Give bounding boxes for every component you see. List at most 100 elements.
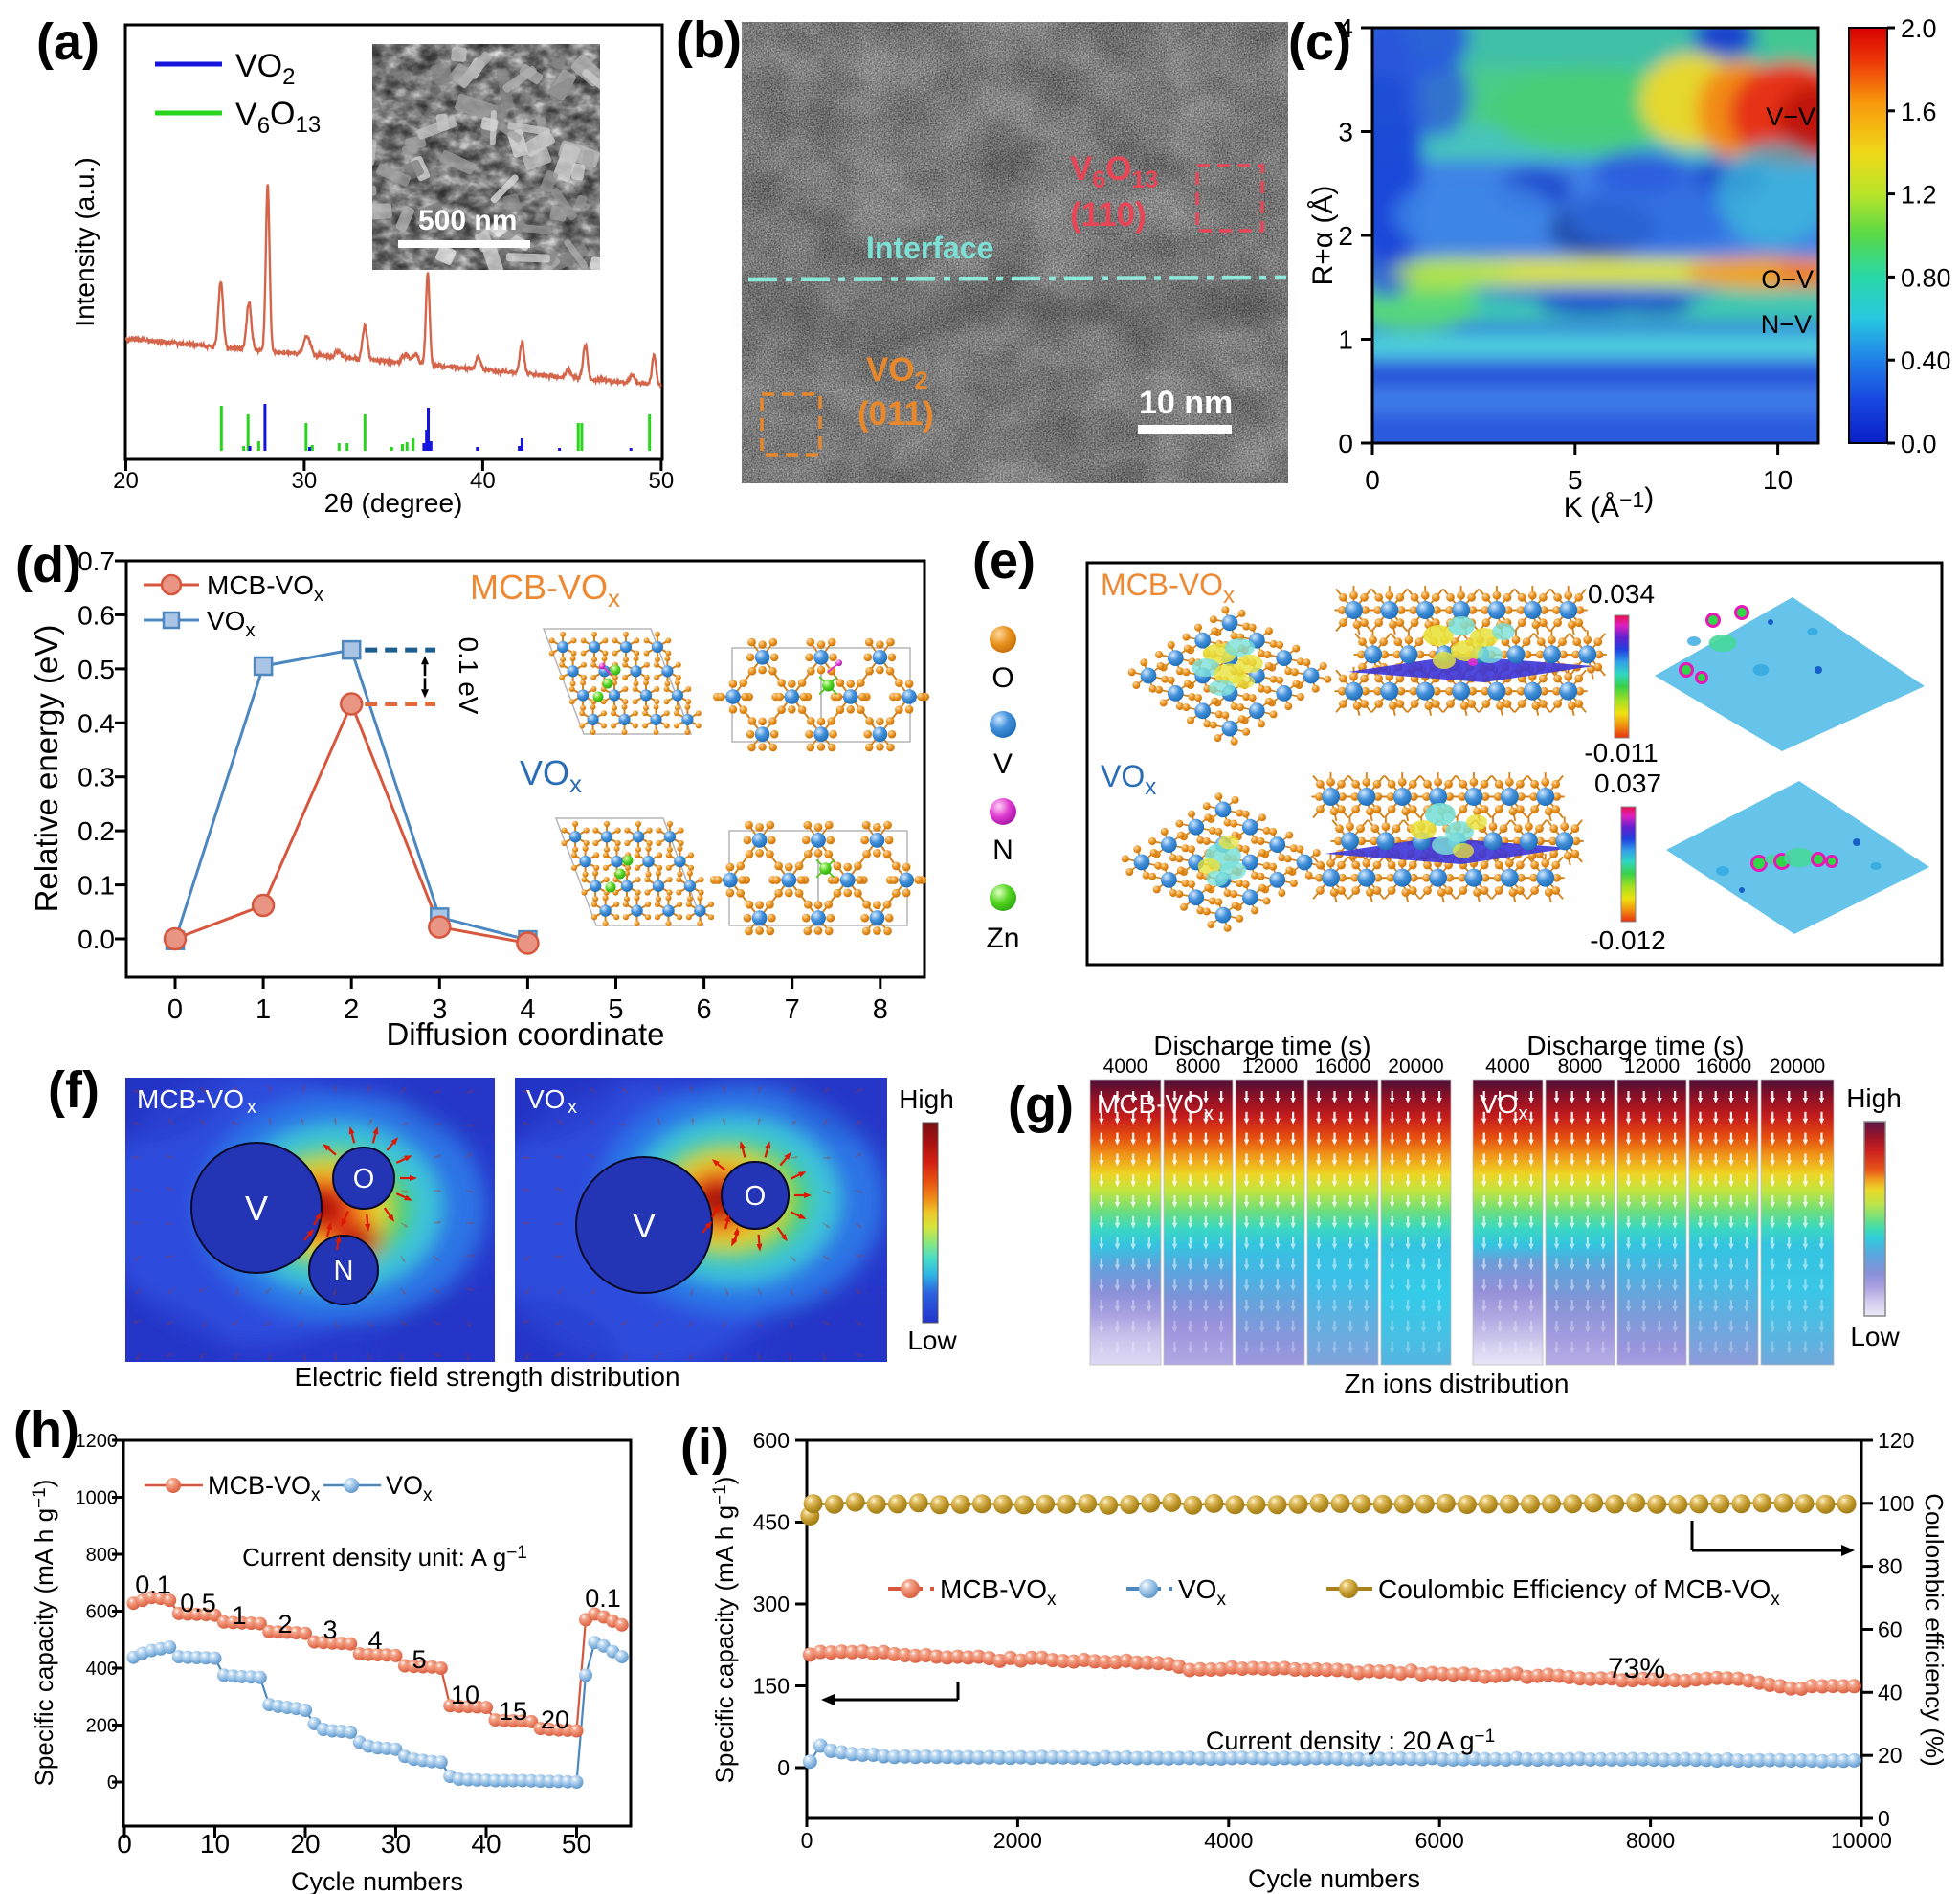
svg-text:0.0: 0.0 — [1901, 430, 1937, 458]
svg-text:VO2: VO2 — [235, 48, 295, 90]
svg-text:50: 50 — [562, 1829, 591, 1859]
svg-text:4000: 4000 — [1103, 1056, 1148, 1078]
svg-text:0: 0 — [107, 1772, 118, 1794]
svg-text:2θ (degree): 2θ (degree) — [324, 488, 463, 518]
svg-text:0.037: 0.037 — [1594, 769, 1661, 798]
svg-text:High: High — [899, 1084, 954, 1114]
svg-text:5: 5 — [1568, 465, 1583, 495]
svg-text:Zn ions distribution: Zn ions distribution — [1344, 1369, 1569, 1398]
svg-text:20: 20 — [290, 1829, 320, 1859]
svg-text:600: 600 — [753, 1428, 790, 1453]
svg-text:x: x — [568, 1097, 577, 1118]
svg-text:40: 40 — [471, 1829, 501, 1859]
svg-text:x: x — [247, 1097, 256, 1118]
svg-text:1.2: 1.2 — [1901, 181, 1937, 210]
svg-text:20: 20 — [113, 468, 139, 494]
svg-text:0: 0 — [1338, 429, 1353, 458]
svg-text:Electric field strength distri: Electric field strength distribution — [294, 1362, 679, 1392]
svg-text:2: 2 — [344, 994, 359, 1025]
svg-text:8000: 8000 — [1558, 1056, 1603, 1078]
svg-text:N: N — [334, 1256, 354, 1286]
svg-text:50: 50 — [649, 468, 675, 494]
svg-text:Coulombic Efficiency of MCB-VO: Coulombic Efficiency of MCB-VOx — [1378, 1574, 1780, 1610]
svg-text:0.1: 0.1 — [78, 871, 115, 901]
svg-text:Zn: Zn — [986, 923, 1019, 954]
svg-text:20000: 20000 — [1770, 1056, 1825, 1078]
svg-text:20: 20 — [541, 1705, 569, 1734]
svg-text:0: 0 — [1878, 1806, 1890, 1831]
svg-text:(f): (f) — [48, 1061, 100, 1119]
svg-text:8000: 8000 — [1176, 1056, 1221, 1078]
svg-text:2000: 2000 — [993, 1828, 1042, 1853]
svg-text:40: 40 — [1878, 1680, 1903, 1705]
svg-text:60: 60 — [1878, 1617, 1903, 1642]
svg-text:V: V — [633, 1206, 656, 1245]
svg-text:20000: 20000 — [1388, 1056, 1443, 1078]
svg-text:(a): (a) — [36, 13, 100, 71]
svg-text:2: 2 — [278, 1610, 292, 1638]
svg-text:V: V — [993, 748, 1013, 780]
svg-text:(d): (d) — [15, 536, 81, 593]
svg-text:3: 3 — [1338, 118, 1353, 147]
svg-text:10 nm: 10 nm — [1139, 385, 1233, 421]
svg-text:12000: 12000 — [1242, 1056, 1298, 1078]
svg-text:(011): (011) — [858, 395, 934, 433]
svg-text:0.5: 0.5 — [180, 1589, 216, 1617]
svg-text:5: 5 — [412, 1645, 426, 1674]
svg-text:Discharge time (s): Discharge time (s) — [1153, 1031, 1370, 1060]
svg-text:V: V — [245, 1189, 268, 1228]
svg-text:0: 0 — [117, 1829, 132, 1859]
svg-text:MCB-VOx: MCB-VOx — [207, 570, 323, 606]
svg-text:0.6: 0.6 — [78, 600, 115, 630]
svg-text:MCB-VOx: MCB-VOx — [1097, 1089, 1214, 1125]
svg-text:(110): (110) — [1070, 196, 1147, 234]
svg-text:R+α (Å): R+α (Å) — [1307, 186, 1339, 286]
svg-text:6: 6 — [697, 994, 712, 1025]
svg-text:2: 2 — [1338, 221, 1353, 251]
svg-text:7: 7 — [785, 994, 800, 1025]
svg-text:0: 0 — [777, 1755, 790, 1780]
svg-text:16000: 16000 — [1315, 1056, 1370, 1078]
svg-text:O−V: O−V — [1761, 265, 1814, 294]
svg-text:0.1 eV: 0.1 eV — [454, 637, 483, 715]
svg-text:10: 10 — [1763, 465, 1793, 495]
svg-text:10000: 10000 — [1831, 1828, 1892, 1853]
svg-text:Current density : 20 A g−1: Current density : 20 A g−1 — [1206, 1727, 1495, 1755]
svg-text:10: 10 — [200, 1829, 230, 1859]
svg-text:O: O — [353, 1164, 375, 1194]
svg-text:VO: VO — [526, 1084, 565, 1114]
svg-text:-0.012: -0.012 — [1590, 925, 1665, 955]
svg-text:N: N — [992, 835, 1013, 866]
svg-text:600: 600 — [86, 1602, 118, 1623]
svg-text:1000: 1000 — [76, 1488, 119, 1509]
svg-text:0: 0 — [1365, 465, 1380, 495]
svg-text:Interface: Interface — [866, 231, 993, 265]
svg-text:73%: 73% — [1608, 1653, 1665, 1684]
svg-text:MCB-VO: MCB-VO — [137, 1084, 244, 1114]
svg-text:MCB-VOx: MCB-VOx — [940, 1574, 1057, 1610]
svg-text:1.6: 1.6 — [1901, 98, 1937, 126]
svg-text:400: 400 — [86, 1659, 118, 1680]
svg-text:0.3: 0.3 — [78, 763, 115, 792]
svg-text:0.1: 0.1 — [585, 1584, 621, 1613]
svg-text:O: O — [991, 662, 1013, 694]
svg-text:(h): (h) — [13, 1401, 79, 1459]
svg-text:3: 3 — [432, 994, 447, 1025]
svg-text:4000: 4000 — [1485, 1056, 1530, 1078]
svg-text:Diffusion coordinate: Diffusion coordinate — [386, 1016, 664, 1052]
svg-text:10: 10 — [451, 1681, 479, 1709]
svg-text:4: 4 — [1338, 13, 1353, 43]
svg-text:450: 450 — [753, 1510, 790, 1535]
svg-text:16000: 16000 — [1696, 1056, 1751, 1078]
svg-text:(g): (g) — [1008, 1077, 1074, 1134]
svg-text:Relative energy (eV): Relative energy (eV) — [29, 625, 64, 913]
svg-text:Specific capacity (mA h g−1): Specific capacity (mA h g−1) — [710, 1477, 739, 1784]
svg-text:Coulombic efficiency (%): Coulombic efficiency (%) — [1920, 1493, 1949, 1767]
svg-text:150: 150 — [753, 1674, 790, 1699]
svg-text:8000: 8000 — [1626, 1828, 1675, 1853]
svg-text:-0.011: -0.011 — [1584, 738, 1658, 768]
svg-text:800: 800 — [86, 1545, 118, 1566]
svg-text:0.0: 0.0 — [78, 925, 115, 954]
svg-text:20: 20 — [1878, 1743, 1903, 1768]
svg-text:Intensity (a.u.): Intensity (a.u.) — [70, 157, 100, 326]
